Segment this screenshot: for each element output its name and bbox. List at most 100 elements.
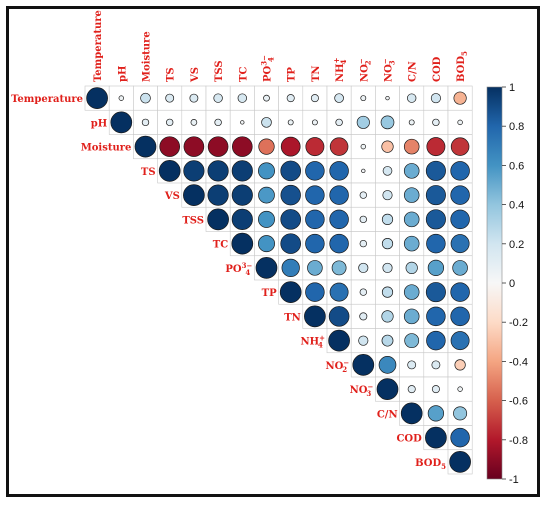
correlation-circle (305, 233, 325, 254)
correlation-circle (381, 334, 394, 347)
correlation-circle (310, 94, 319, 103)
correlation-circle (166, 118, 174, 127)
correlation-circle (450, 209, 470, 230)
correlation-circle (358, 262, 369, 273)
correlation-circle (231, 160, 253, 182)
correlation-circle (385, 95, 390, 101)
correlation-circle (457, 119, 463, 126)
colorbar-tick-label: -0.2 (509, 317, 528, 329)
column-label: TN (311, 65, 322, 82)
column-label: pH (117, 66, 128, 82)
correlation-circle (426, 137, 446, 157)
correlation-circle (376, 378, 399, 400)
correlation-circle (159, 136, 181, 157)
correlation-circle (360, 143, 366, 150)
correlation-circle (450, 234, 470, 254)
correlation-circle (381, 286, 394, 298)
correlation-circle (329, 209, 349, 230)
row-label: C/N (377, 409, 398, 420)
correlation-circle (329, 161, 349, 181)
correlation-circle (190, 119, 198, 126)
column-label: BOD5 (456, 51, 469, 82)
correlation-circle (118, 95, 124, 101)
column-label: NO−3 (381, 58, 397, 82)
correlation-circle (381, 310, 394, 323)
row-label: PO3− 4 (225, 261, 252, 277)
correlation-circle (328, 306, 350, 327)
correlation-circle (453, 406, 468, 421)
correlation-circle (258, 210, 275, 228)
correlation-circle (407, 360, 417, 370)
colorbar-tick-label: 0.6 (509, 160, 524, 172)
row-label: COD (396, 434, 422, 445)
grid-cell (205, 109, 231, 135)
correlation-circle (359, 191, 367, 199)
correlation-circle (258, 138, 275, 155)
correlation-circle (280, 136, 301, 157)
correlation-circles (86, 87, 471, 473)
correlation-circle (307, 260, 323, 276)
correlation-circle (207, 208, 229, 231)
colorbar-tick-label: -0.8 (509, 435, 528, 447)
correlation-circle (258, 162, 275, 180)
correlation-circle (425, 209, 446, 230)
correlation-circle (304, 305, 326, 328)
column-label: PO3−4 (260, 55, 276, 82)
correlation-circle (407, 93, 417, 103)
colorbar-tick-label: 0 (509, 278, 515, 290)
correlation-circle (329, 185, 349, 205)
correlation-circle (352, 354, 375, 376)
correlation-circle (450, 282, 470, 302)
correlation-circle (311, 119, 318, 126)
correlation-circle (430, 93, 441, 104)
correlation-circle (183, 136, 205, 157)
colorbar-tick-label: 0.2 (509, 239, 524, 251)
correlation-circle (286, 94, 295, 103)
correlation-circle (237, 93, 247, 103)
grid-cell (447, 255, 473, 281)
correlation-circle (231, 184, 253, 206)
correlation-circle (329, 282, 349, 302)
correlation-circle (231, 136, 253, 157)
correlation-circle (280, 160, 302, 182)
correlation-circle (335, 118, 343, 127)
column-label: TC (238, 67, 249, 82)
correlation-circle (426, 233, 446, 254)
correlation-circle (305, 137, 325, 157)
correlation-circle (361, 168, 366, 174)
correlation-circle (258, 235, 275, 253)
row-label: BOD5 (415, 458, 446, 471)
correlation-circle (280, 233, 302, 254)
correlation-circle (358, 335, 369, 346)
correlation-circle (427, 405, 445, 422)
colorbar-tick-label: -1 (509, 474, 519, 486)
correlation-circle (408, 119, 415, 126)
correlation-circle (450, 427, 470, 448)
correlation-circle (403, 163, 420, 179)
correlation-circle (281, 258, 300, 278)
column-label: VS (190, 67, 201, 83)
correlation-circle (258, 186, 275, 204)
correlation-circle (403, 284, 420, 300)
correlation-circle (158, 160, 181, 182)
correlation-circle (403, 211, 420, 228)
row-label: NO− 3 (350, 382, 374, 398)
correlation-circle (359, 239, 367, 248)
row-label: NO− 2 (325, 358, 349, 374)
colorbar-tick-label: 1 (509, 82, 515, 94)
correlation-circle (426, 306, 446, 327)
correlation-circle (382, 190, 393, 201)
correlation-circle (165, 93, 175, 103)
row-label: Temperature (11, 94, 83, 105)
row-label: NH+ 4 (301, 334, 326, 350)
correlation-circle (425, 160, 446, 181)
correlation-circle (360, 95, 367, 102)
correlation-circle (207, 184, 229, 206)
correlation-circle (207, 160, 229, 182)
column-label: NH+4 (332, 57, 348, 82)
correlation-circle (450, 306, 470, 327)
column-label: TS (166, 67, 177, 82)
correlation-circle (213, 93, 223, 103)
correlation-circle (426, 330, 446, 351)
